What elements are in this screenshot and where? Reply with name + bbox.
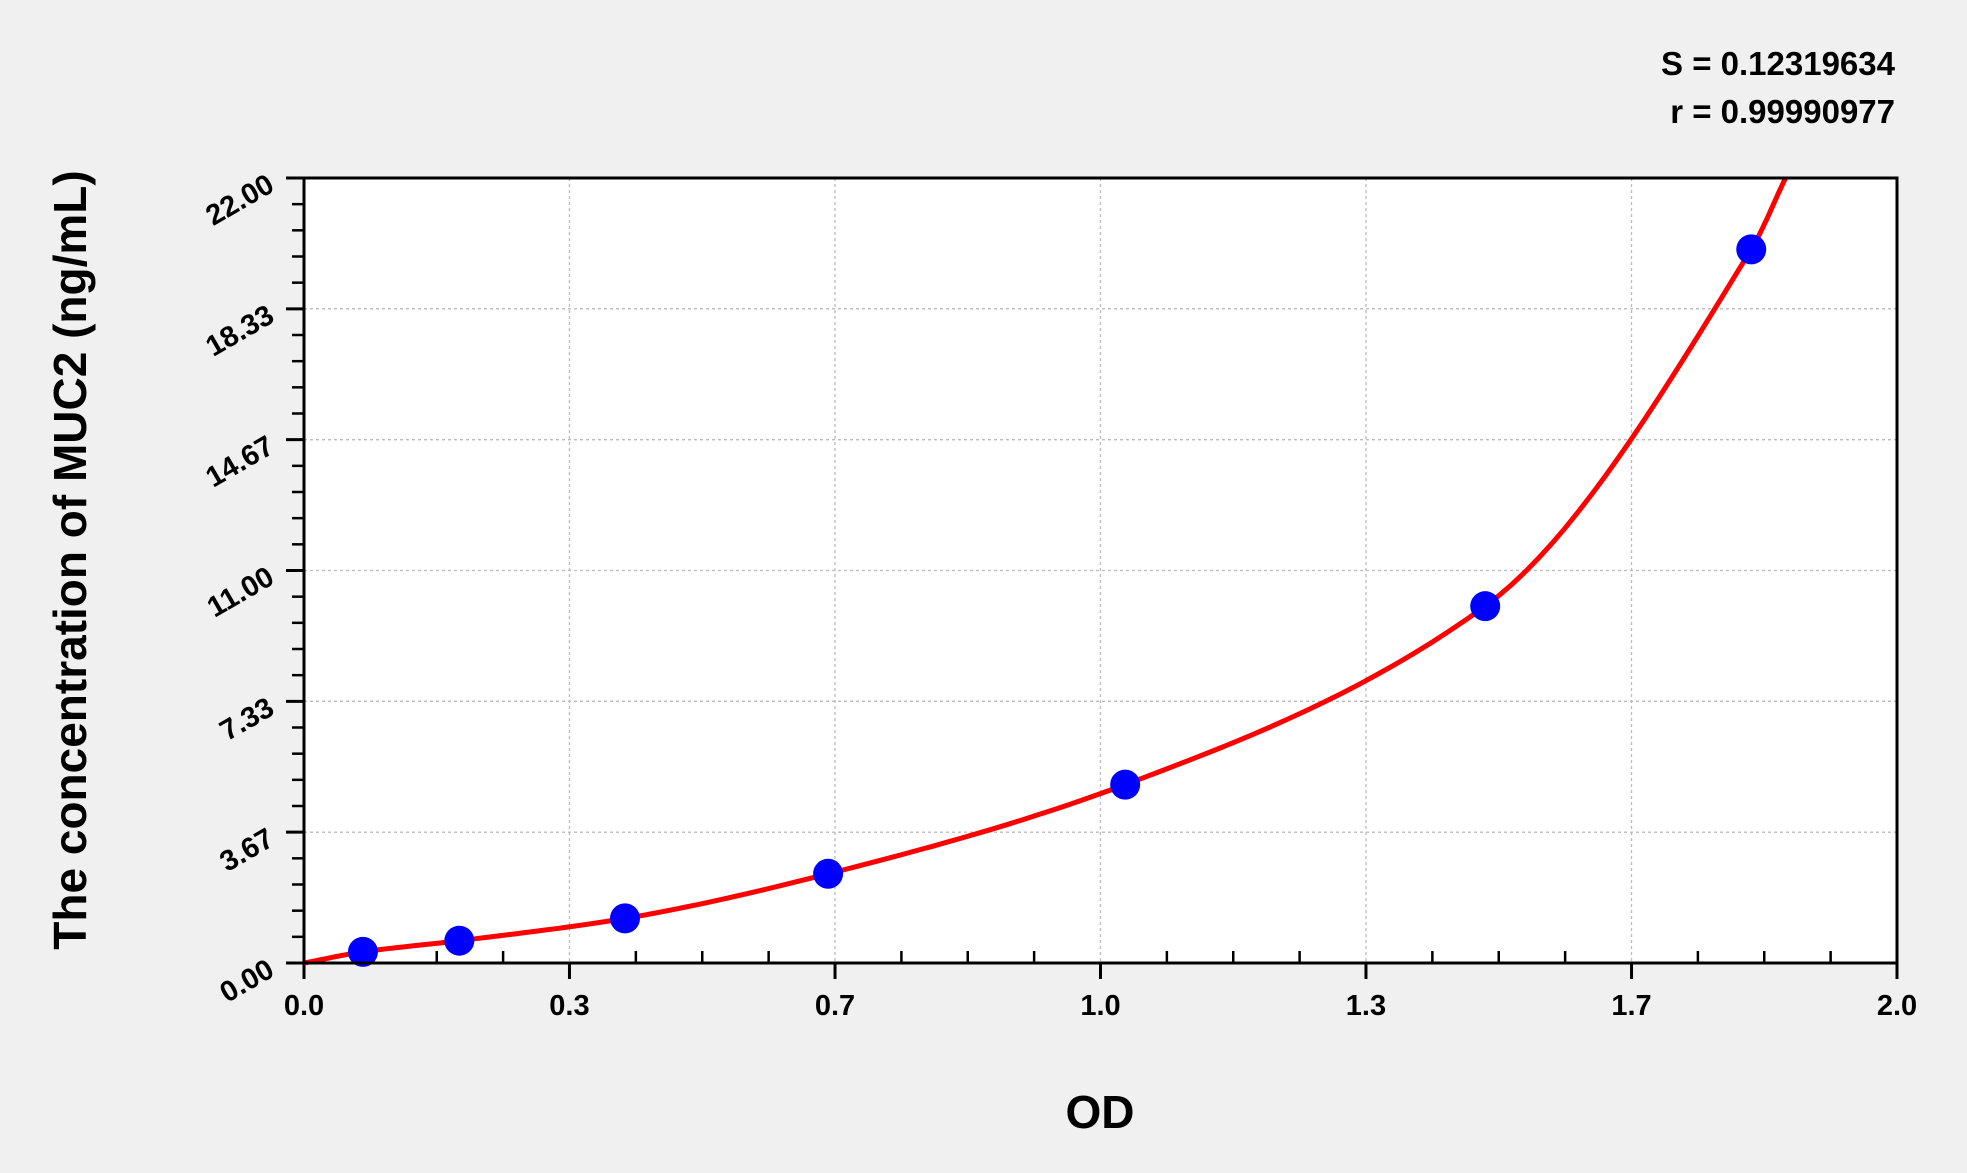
data-point: [609, 903, 640, 934]
data-point: [813, 858, 844, 889]
x-tick-label: 1.3: [1346, 990, 1386, 1022]
y-tick-label: 22.00: [201, 168, 280, 232]
x-tick-label: 0.3: [549, 990, 589, 1022]
x-tick-label: 0.7: [815, 990, 855, 1022]
plot-frame: [302, 176, 1899, 965]
data-point: [1470, 591, 1501, 622]
y-tick-label: 18.33: [201, 299, 280, 363]
x-tick-label: 1.7: [1611, 990, 1651, 1022]
y-tick-label: 11.00: [202, 561, 279, 624]
data-point: [1736, 234, 1767, 265]
x-tick-label: 1.0: [1080, 990, 1120, 1022]
y-tick-labels: 0.00 3.67 7.33 11.00 14.67 18.33 22.00: [201, 168, 280, 1009]
y-tick-label: 7.33: [215, 692, 280, 748]
data-point: [444, 925, 475, 956]
y-tick-label: 3.67: [215, 823, 280, 879]
data-point: [347, 936, 378, 967]
s-annotation: S = 0.12319634: [1661, 45, 1896, 82]
data-point: [1110, 769, 1141, 800]
r-annotation: r = 0.99990977: [1670, 93, 1895, 130]
y-tick-label: 0.00: [215, 953, 280, 1009]
x-tick-label: 2.0: [1877, 990, 1917, 1022]
x-tick-labels: 0.0 0.3 0.7 1.0 1.3 1.7 2.0: [284, 990, 1917, 1022]
y-tick-label: 14.67: [201, 430, 280, 494]
x-axis-title: OD: [1066, 1086, 1135, 1138]
y-axis-title: The concentration of MUC2 (ng/mL): [44, 170, 96, 949]
data-points: [347, 234, 1767, 967]
x-tick-label: 0.0: [284, 990, 324, 1022]
